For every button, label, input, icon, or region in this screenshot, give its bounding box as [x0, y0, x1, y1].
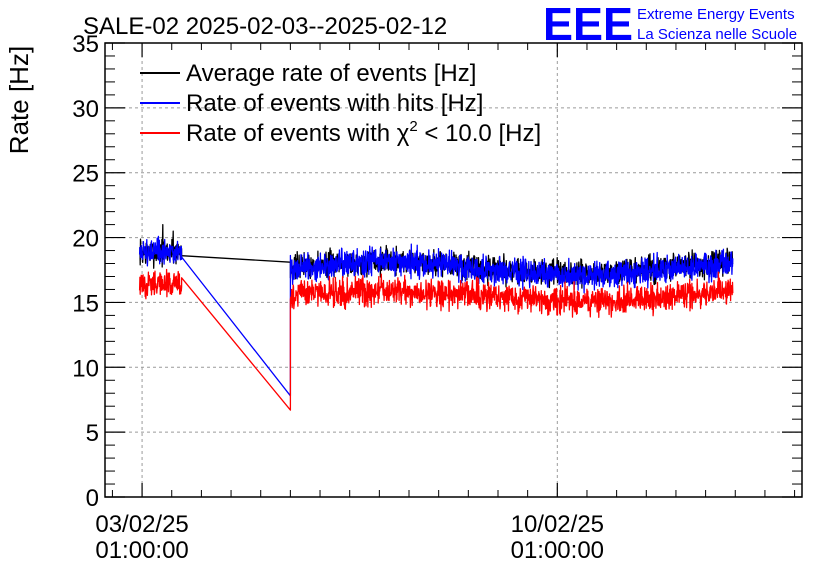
eee-logo-mark: EEE	[543, 0, 633, 50]
y-tick-labels: 0 5 10 15 20 25 30 35	[72, 31, 99, 512]
y-axis-label: Rate [Hz]	[4, 46, 34, 154]
plot-frame	[104, 42, 803, 498]
series-layer	[138, 223, 734, 411]
y-tick-label: 35	[72, 31, 99, 58]
eee-logo-line1: Extreme Energy Events	[637, 6, 795, 23]
y-tick-label: 30	[72, 96, 99, 123]
y-tick-label: 10	[72, 355, 99, 382]
eee-logo-line2: La Scienza nelle Scuole	[637, 26, 797, 43]
y-tick-label: 25	[72, 161, 99, 188]
y-tick-label: 20	[72, 226, 99, 253]
x-tick-label-time: 01:00:00	[95, 537, 188, 564]
series-line-2	[138, 235, 734, 397]
x-tick-label-date: 10/02/25	[511, 511, 604, 538]
y-tick-label: 0	[86, 485, 99, 512]
y-tick-label: 15	[72, 290, 99, 317]
x-tick-label-time: 01:00:00	[511, 537, 604, 564]
legend-entry-3: Rate of events with χ2 < 10.0 [Hz]	[186, 118, 541, 147]
legend: Average rate of events [Hz] Rate of event…	[140, 60, 541, 147]
axis-ticks	[105, 42, 802, 498]
series-line-1	[138, 223, 734, 289]
series-line-3	[138, 268, 734, 411]
chart-title: SALE-02 2025-02-03--2025-02-12	[83, 13, 447, 40]
x-tick-label-date: 03/02/25	[95, 511, 188, 538]
eee-logo: EEE Extreme Energy Events La Scienza nel…	[543, 0, 797, 50]
y-tick-label: 5	[86, 420, 99, 447]
legend-entry-1: Average rate of events [Hz]	[186, 60, 476, 87]
grid	[105, 43, 802, 497]
legend-entry-2: Rate of events with hits [Hz]	[186, 90, 483, 117]
